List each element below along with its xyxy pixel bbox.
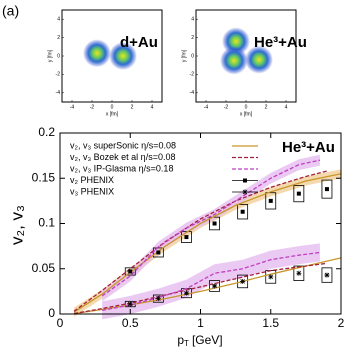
data-point xyxy=(212,283,218,289)
legend-label: v₂ PHENIX xyxy=(70,175,114,185)
y-tick-label: 2 xyxy=(57,35,60,41)
x-label-main: p xyxy=(177,333,184,347)
inset-title: He³+Au xyxy=(254,34,307,51)
x-tick-label: 2 xyxy=(131,104,134,110)
data-point xyxy=(324,187,329,192)
model-curve xyxy=(101,159,321,297)
systematic-box xyxy=(124,267,136,276)
legend-label: v₂, v₃ superSonic η/s=0.08 xyxy=(70,140,176,150)
systematic-box xyxy=(321,179,333,199)
model-curve xyxy=(102,251,321,312)
x-tick-label: 0 xyxy=(57,316,64,330)
data-point xyxy=(268,274,274,280)
y-tick-label: -4 xyxy=(56,90,61,96)
systematic-box xyxy=(293,265,305,281)
data-point xyxy=(184,235,189,240)
y-tick-label: -2 xyxy=(56,72,61,78)
y-tick-label: 0.1 xyxy=(38,216,55,230)
x-label-unit: [GeV] xyxy=(192,333,223,347)
systematic-box xyxy=(237,274,249,289)
systematic-box xyxy=(321,267,333,283)
legend-label: v₂, v₃ Bozek et al η/s=0.08 xyxy=(70,152,175,162)
y-tick-label: 0 xyxy=(191,53,194,59)
systematic-box xyxy=(181,231,192,243)
data-point xyxy=(156,250,161,255)
inset-ylabel: y [fm] xyxy=(47,49,53,62)
data-point xyxy=(268,198,273,203)
panel-label: (a) xyxy=(2,3,19,19)
hotspot xyxy=(245,45,273,74)
model-curve xyxy=(73,173,342,313)
inset-xlabel: x [fm] xyxy=(240,111,253,117)
annotation: He³+Au xyxy=(282,139,335,156)
x-tick-label: 0.5 xyxy=(122,316,139,330)
data-point xyxy=(296,191,301,196)
data-point xyxy=(324,272,330,278)
legend-label: v₂, v₃ IP-Glasma η/s=0.18 xyxy=(70,163,173,173)
x-axis-label: pT [GeV] xyxy=(177,333,222,348)
data-point xyxy=(155,296,161,302)
hotspot xyxy=(83,39,111,68)
x-tick-label: 2 xyxy=(265,104,268,110)
data-point xyxy=(127,301,133,307)
systematic-box xyxy=(293,185,305,203)
x-tick-label: -2 xyxy=(224,104,229,110)
data-point xyxy=(183,290,189,296)
y-tick-label: 0 xyxy=(57,53,60,59)
y-tick-label: 0 xyxy=(48,306,55,320)
y-tick-label: 4 xyxy=(191,17,194,23)
x-tick-label: 4 xyxy=(151,104,154,110)
x-tick-label: 0 xyxy=(111,104,114,110)
data-point xyxy=(240,278,246,284)
data-point xyxy=(212,221,217,226)
inset-title: d+Au xyxy=(120,34,158,51)
model-curve xyxy=(73,170,328,312)
y-tick-label: 0.2 xyxy=(38,125,55,139)
x-tick-label: -4 xyxy=(204,104,209,110)
y-tick-label: 4 xyxy=(57,17,60,23)
systematic-box xyxy=(209,280,220,292)
legend-marker xyxy=(243,178,247,183)
x-tick-label: 2 xyxy=(338,316,345,330)
model-band xyxy=(102,243,320,320)
hotspot xyxy=(220,46,248,75)
x-tick-label: -2 xyxy=(90,104,95,110)
y-tick-label: 0.05 xyxy=(32,261,56,275)
x-tick-label: 1.5 xyxy=(262,316,279,330)
model-curve xyxy=(73,262,328,315)
inset-ylabel: y [fm] xyxy=(181,49,187,62)
y-tick-label: 0.15 xyxy=(32,170,56,184)
hotspot xyxy=(109,42,137,70)
data-point xyxy=(240,209,245,214)
systematic-box xyxy=(265,192,277,210)
x-tick-label: 4 xyxy=(285,104,288,110)
legend-marker xyxy=(242,189,248,195)
data-point xyxy=(296,270,302,276)
data-point xyxy=(128,269,133,274)
x-tick-label: -4 xyxy=(70,104,75,110)
y-tick-label: -2 xyxy=(190,72,195,78)
systematic-box xyxy=(237,204,249,220)
y-axis-label: v₂, v₃ xyxy=(7,205,26,245)
systematic-box xyxy=(209,216,220,231)
y-tick-label: 2 xyxy=(191,35,194,41)
x-tick-label: 1 xyxy=(197,316,204,330)
y-tick-label: -4 xyxy=(190,90,195,96)
x-tick-label: 0 xyxy=(245,104,248,110)
model-band xyxy=(102,154,320,302)
inset-xlabel: x [fm] xyxy=(106,111,119,117)
legend-label: v₃ PHENIX xyxy=(70,186,114,196)
x-label-sub: T xyxy=(184,339,189,348)
